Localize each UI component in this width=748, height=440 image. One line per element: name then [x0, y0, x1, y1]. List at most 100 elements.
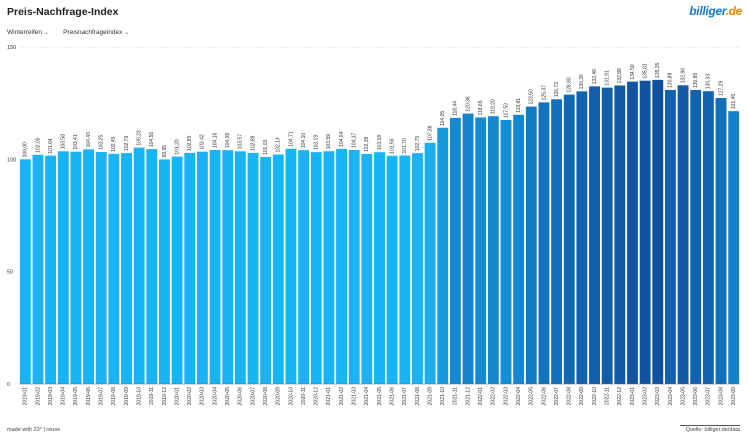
x-tick-label: 2019-08 [111, 387, 117, 406]
x-tick-label: 2022-09 [579, 387, 585, 406]
data-label: 102,00 [35, 137, 41, 153]
x-tick-label: 2023-01 [630, 387, 636, 406]
x-tick-label: 2020-10 [288, 387, 294, 406]
bar [234, 151, 246, 384]
data-label: 120,36 [465, 96, 471, 112]
x-tick-label: 2023-07 [706, 387, 712, 406]
chevron-down-icon: ⌄ [124, 30, 130, 36]
x-tick-label: 2022-11 [605, 387, 611, 405]
index-type-dropdown[interactable]: Preisnachfrageindex ⌄ [63, 29, 129, 36]
bar [121, 153, 132, 384]
logo-tld: .de [725, 4, 743, 18]
data-label: 104,10 [301, 133, 307, 149]
source-divider [680, 425, 740, 426]
y-tick-label: 50 [7, 270, 13, 276]
x-tick-label: 2022-05 [529, 387, 535, 406]
x-tick-label: 2022-04 [516, 387, 522, 406]
bar [576, 91, 588, 385]
x-tick-label: 2023-04 [668, 387, 674, 406]
data-label: 119,81 [516, 98, 522, 113]
bar [298, 150, 310, 384]
x-tick-label: 2019-07 [99, 387, 105, 406]
x-tick-label: 2021-01 [326, 387, 332, 406]
x-tick-label: 2021-03 [352, 387, 358, 406]
x-tick-label: 2021-11 [453, 387, 459, 405]
data-label: 102,85 [187, 135, 193, 151]
bar [475, 117, 487, 385]
bar [487, 116, 499, 385]
bar [222, 150, 234, 384]
x-tick-label: 2021-09 [427, 387, 433, 406]
data-label: 101,56 [389, 138, 395, 154]
x-tick-label: 2022-02 [491, 387, 497, 406]
x-tick-label: 2019-04 [61, 387, 67, 406]
data-label: 105,23 [136, 130, 142, 146]
data-label: 123,50 [529, 89, 535, 105]
x-tick-label: 2021-07 [402, 387, 408, 406]
bar [336, 148, 347, 384]
x-tick-label: 2022-08 [567, 387, 573, 406]
brand-logo[interactable]: billiger.de [689, 4, 742, 18]
x-tick-label: 2019-05 [73, 387, 79, 406]
data-label: 104,16 [212, 132, 218, 148]
y-tick-label: 0 [7, 382, 10, 388]
bar [19, 159, 31, 384]
filter-bar: Winterreifen ⌄ Preisnachfrageindex ⌄ [7, 29, 129, 36]
data-label: 121,45 [731, 94, 737, 110]
bar [209, 149, 221, 384]
x-tick-label: 2020-02 [187, 387, 193, 406]
data-label: 100,00 [23, 142, 29, 158]
data-label: 103,42 [200, 134, 206, 150]
bar [361, 153, 373, 384]
data-label: 101,64 [48, 138, 54, 154]
data-label: 131,91 [605, 70, 611, 86]
x-tick-label: 2021-04 [364, 387, 370, 406]
x-tick-label: 2023-03 [655, 387, 661, 406]
category-dropdown[interactable]: Winterreifen ⌄ [7, 29, 49, 36]
data-label: 99,95 [162, 145, 168, 158]
data-label: 125,37 [541, 85, 547, 101]
bar [133, 147, 145, 384]
data-label: 102,89 [250, 135, 256, 151]
data-label: 103,41 [73, 134, 79, 150]
bar [83, 149, 95, 384]
x-tick-label: 2022-01 [478, 387, 484, 406]
bar [184, 152, 196, 384]
data-label: 103,18 [377, 135, 383, 151]
bar [614, 85, 626, 384]
bar [247, 152, 259, 384]
bar [108, 153, 120, 384]
x-tick-label: 2021-05 [377, 387, 383, 406]
x-tick-label: 2023-06 [693, 387, 699, 406]
bar [639, 80, 651, 384]
bar [462, 113, 474, 385]
data-label: 103,19 [314, 135, 320, 151]
bar [513, 114, 525, 384]
data-label: 103,59 [326, 134, 332, 150]
x-tick-label: 2019-01 [23, 387, 29, 406]
data-label: 104,08 [225, 133, 231, 149]
x-tick-label: 2019-02 [35, 387, 41, 406]
bar [323, 151, 335, 384]
x-tick-label: 2019-06 [86, 387, 92, 406]
x-tick-label: 2020-04 [212, 387, 218, 406]
bar [171, 156, 183, 384]
x-tick-label: 2020-11 [301, 387, 307, 405]
bar [601, 87, 613, 384]
bar [677, 85, 689, 384]
bar [715, 98, 727, 385]
bar [159, 159, 170, 384]
x-tick-label: 2021-06 [389, 387, 395, 406]
bar [563, 94, 575, 384]
bar [399, 155, 411, 384]
data-label: 101,20 [174, 139, 180, 155]
y-tick-label: 150 [7, 45, 16, 51]
bar [500, 119, 512, 384]
data-label: 103,57 [238, 134, 244, 150]
data-label: 104,64 [339, 131, 345, 147]
x-tick-label: 2020-01 [174, 387, 180, 406]
data-label: 119,20 [491, 99, 497, 114]
bar [32, 154, 44, 384]
x-tick-label: 2021-12 [465, 387, 471, 406]
data-label: 130,26 [579, 74, 585, 90]
